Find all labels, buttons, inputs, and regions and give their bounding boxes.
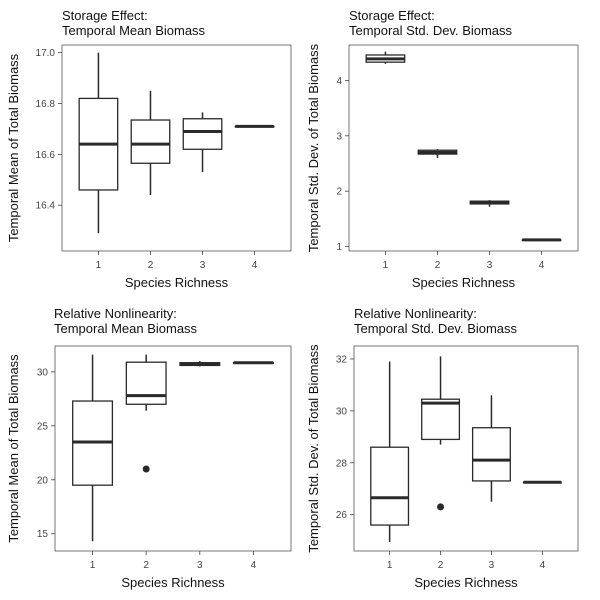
x-tick-label: 1 (387, 560, 393, 571)
panel-title-line2: Temporal Mean Biomass (54, 321, 198, 336)
panel-title-line1: Storage Effect: (349, 8, 435, 23)
panel-border (61, 44, 292, 252)
x-tick-label: 3 (197, 560, 203, 571)
box-category-4 (522, 480, 562, 484)
iqr-box (130, 119, 171, 164)
y-tick-label: 2 (336, 187, 342, 198)
box-category-3 (471, 395, 511, 502)
x-tick-label: 4 (252, 260, 258, 271)
outlier-point (437, 503, 445, 511)
box-category-4 (234, 124, 275, 128)
panel-title-line1: Storage Effect: (62, 8, 148, 23)
panel-title-line2: Temporal Std. Dev. Biomass (354, 321, 518, 336)
iqr-box (125, 361, 167, 405)
box-category-3 (182, 112, 223, 173)
y-tick-label: 32 (336, 354, 348, 365)
box-category-2 (421, 356, 461, 511)
x-tick-label: 3 (200, 260, 206, 271)
box-category-2 (130, 90, 171, 196)
panel-4: Relative Nonlinearity:Temporal Std. Dev.… (306, 306, 579, 590)
panel-title-line2: Temporal Std. Dev. Biomass (349, 23, 513, 38)
x-tick-label: 3 (487, 260, 493, 271)
box-category-3 (179, 361, 221, 367)
y-tick-label: 3 (336, 131, 342, 142)
y-axis-label: Temporal Mean of Total Biomass (6, 53, 21, 242)
iqr-box (370, 446, 410, 526)
panel-title-line2: Temporal Mean Biomass (62, 23, 206, 38)
y-tick-label: 30 (336, 406, 348, 417)
x-tick-label: 4 (251, 560, 257, 571)
box-category-4 (521, 238, 562, 242)
x-tick-label: 2 (438, 560, 444, 571)
x-axis-label: Species Richness (412, 275, 516, 290)
y-tick-label: 25 (37, 421, 49, 432)
x-tick-label: 3 (489, 560, 495, 571)
x-tick-label: 4 (539, 260, 545, 271)
panel-border (348, 44, 579, 252)
panel-2: Storage Effect:Temporal Std. Dev. Biomas… (306, 8, 579, 290)
iqr-box (182, 118, 223, 150)
x-tick-label: 2 (148, 260, 154, 271)
box-category-3 (469, 200, 510, 207)
y-tick-label: 28 (336, 458, 348, 469)
box-category-2 (417, 149, 458, 158)
y-tick-label: 1 (336, 242, 342, 253)
box-category-1 (78, 52, 119, 234)
y-tick-label: 4 (336, 76, 342, 87)
panel-1: Storage Effect:Temporal Mean Biomass 16.4… (6, 8, 292, 290)
y-tick-label: 16.4 (36, 201, 56, 212)
x-tick-label: 1 (90, 560, 96, 571)
box-category-1 (370, 361, 410, 542)
panel-border (353, 345, 579, 552)
panel-3: Relative Nonlinearity:Temporal Mean Biom… (6, 306, 292, 590)
x-tick-label: 2 (143, 560, 149, 571)
y-tick-label: 15 (37, 529, 49, 540)
y-axis-label: Temporal Std. Dev. of Total Biomass (306, 43, 321, 252)
y-tick-label: 30 (37, 367, 49, 378)
panel-title-line1: Relative Nonlinearity: (354, 306, 477, 321)
y-tick-label: 16.6 (36, 150, 56, 161)
y-axis-label: Temporal Mean of Total Biomass (6, 354, 21, 543)
outlier-point (142, 465, 150, 473)
x-axis-label: Species Richness (121, 575, 225, 590)
y-axis-label: Temporal Std. Dev. of Total Biomass (306, 344, 321, 553)
x-tick-label: 1 (383, 260, 389, 271)
box-category-2 (125, 354, 167, 473)
box-category-4 (232, 361, 274, 365)
iqr-box (471, 427, 511, 482)
panel-border (54, 345, 292, 552)
y-tick-label: 20 (37, 475, 49, 486)
iqr-box (421, 398, 461, 441)
panel-title-line1: Relative Nonlinearity: (54, 306, 177, 321)
y-tick-label: 17.0 (36, 48, 56, 59)
x-tick-label: 1 (96, 260, 102, 271)
x-tick-label: 4 (540, 560, 546, 571)
box-category-1 (72, 354, 114, 542)
x-tick-label: 2 (435, 260, 441, 271)
y-tick-label: 26 (336, 510, 348, 521)
y-tick-label: 16.8 (36, 99, 56, 110)
box-category-1 (365, 51, 406, 64)
x-axis-label: Species Richness (414, 575, 518, 590)
x-axis-label: Species Richness (125, 275, 229, 290)
